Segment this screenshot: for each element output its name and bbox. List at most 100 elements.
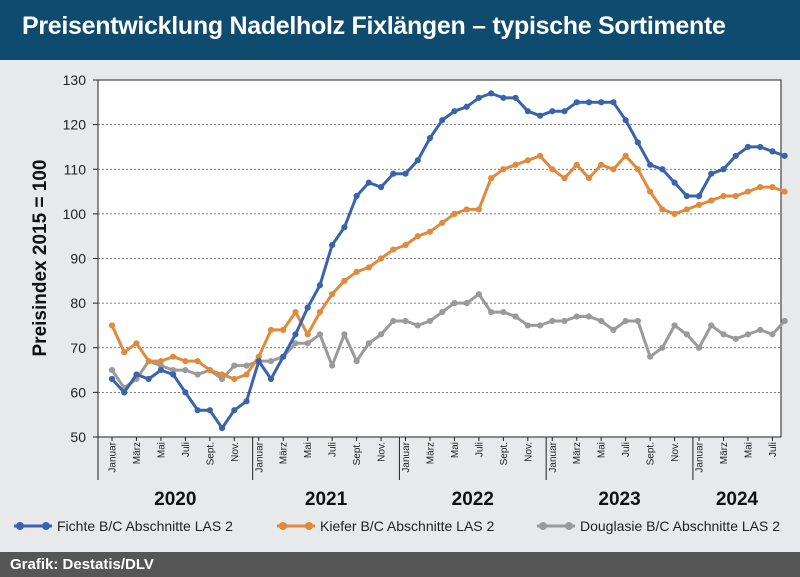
data-point [218, 424, 226, 432]
x-tick-label: Mai [303, 442, 314, 458]
data-point [353, 268, 360, 275]
x-tick-label: Sept. [205, 442, 216, 465]
data-point [426, 317, 434, 325]
data-point [781, 317, 788, 325]
data-point [634, 139, 641, 146]
year-label: 2021 [305, 489, 348, 510]
data-point [292, 308, 299, 316]
data-point [145, 358, 152, 365]
data-point [218, 371, 226, 378]
data-point [329, 242, 336, 249]
x-tick-label: Januar [401, 441, 412, 472]
data-point [243, 398, 250, 405]
data-point [439, 308, 446, 316]
data-point [341, 224, 348, 231]
data-point [170, 371, 177, 378]
data-point [536, 112, 544, 119]
data-point [243, 362, 250, 369]
x-tick-label: Nov. [523, 442, 534, 462]
data-point [157, 362, 165, 369]
data-point [683, 331, 690, 338]
chart-title: Preisentwicklung Nadelholz Fixlängen – t… [22, 12, 726, 40]
x-tick-label: Januar [254, 441, 265, 472]
y-axis-label: Preisindex 2015 = 100 [30, 159, 51, 356]
data-point [341, 277, 348, 284]
data-point [280, 353, 287, 360]
data-point [170, 366, 177, 374]
data-point [683, 192, 690, 200]
data-point [316, 308, 324, 316]
data-point [426, 134, 434, 142]
data-point [451, 210, 458, 217]
chart-area: 50 60 70 80 90 100 110 120 130 Preisindex 2015 =… [14, 72, 788, 534]
data-point [500, 308, 507, 316]
x-tick-label: Nov. [377, 442, 388, 462]
data-point [720, 192, 727, 200]
data-point [744, 331, 752, 338]
data-point [732, 192, 739, 200]
x-tick-label: Juli [328, 442, 339, 457]
x-tick-label: Januar [548, 441, 559, 472]
y-tick-label: 130 [63, 72, 87, 88]
data-point [157, 358, 165, 365]
data-point [647, 188, 654, 195]
data-point [475, 206, 482, 213]
x-tick-label: Juli [181, 442, 192, 457]
data-point [365, 264, 372, 271]
data-point [524, 322, 531, 329]
data-point [145, 375, 152, 383]
data-point [585, 175, 593, 182]
data-point [353, 358, 360, 365]
data-point [610, 166, 617, 173]
data-point [561, 175, 568, 182]
x-tick-label: Juli [768, 442, 779, 457]
y-tick-label: 100 [63, 206, 87, 222]
data-point [512, 313, 519, 320]
data-point [243, 371, 250, 378]
data-point [341, 331, 348, 338]
data-point [304, 304, 311, 311]
data-point [708, 170, 715, 177]
data-point [329, 291, 336, 298]
x-tick-label: Mai [450, 442, 461, 458]
data-point [720, 166, 727, 173]
data-point [536, 322, 544, 329]
data-point [671, 210, 678, 217]
year-label: 2020 [154, 489, 196, 510]
data-point [451, 300, 458, 307]
y-tick-label: 50 [70, 429, 86, 445]
data-point [377, 255, 385, 262]
data-point [426, 228, 434, 235]
data-point [255, 353, 262, 360]
data-point [206, 366, 213, 374]
data-point [695, 201, 703, 209]
data-point [292, 340, 299, 347]
x-tick-label: Juli [474, 442, 485, 457]
data-point [231, 407, 238, 414]
x-tick-label: Nov. [230, 442, 241, 462]
data-point [488, 308, 495, 316]
x-tick-label: Januar [695, 441, 706, 472]
data-point [659, 206, 666, 213]
footer-bar: Grafik: Destatis/DLV [0, 552, 800, 577]
data-point [549, 108, 556, 115]
y-tick-label: 120 [63, 117, 87, 133]
data-point [231, 375, 238, 383]
data-point [267, 326, 275, 333]
data-point [500, 166, 507, 173]
data-point [659, 344, 666, 351]
legend-swatch-marker [16, 522, 24, 530]
data-point [744, 143, 752, 151]
x-tick-label: März [572, 442, 583, 464]
data-point [414, 322, 421, 329]
data-point [170, 353, 177, 360]
y-tick-label: 110 [64, 161, 87, 177]
data-point [720, 331, 727, 338]
data-point [402, 170, 409, 177]
data-point [769, 184, 776, 191]
data-point [634, 166, 641, 173]
data-point [561, 317, 568, 325]
y-tick-label: 90 [70, 251, 86, 267]
data-point [769, 331, 776, 338]
data-point [377, 184, 385, 191]
